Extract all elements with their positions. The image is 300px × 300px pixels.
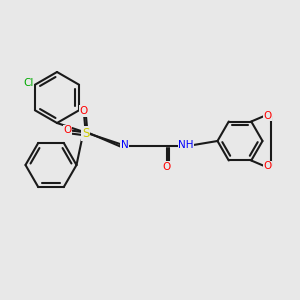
Text: O: O — [264, 161, 272, 172]
Text: O: O — [162, 161, 171, 172]
Text: S: S — [82, 127, 89, 140]
Text: Cl: Cl — [23, 78, 34, 88]
Text: N: N — [121, 140, 128, 151]
Text: O: O — [264, 110, 272, 121]
Text: NH: NH — [178, 140, 194, 151]
Text: O: O — [63, 125, 72, 136]
Text: O: O — [80, 106, 88, 116]
